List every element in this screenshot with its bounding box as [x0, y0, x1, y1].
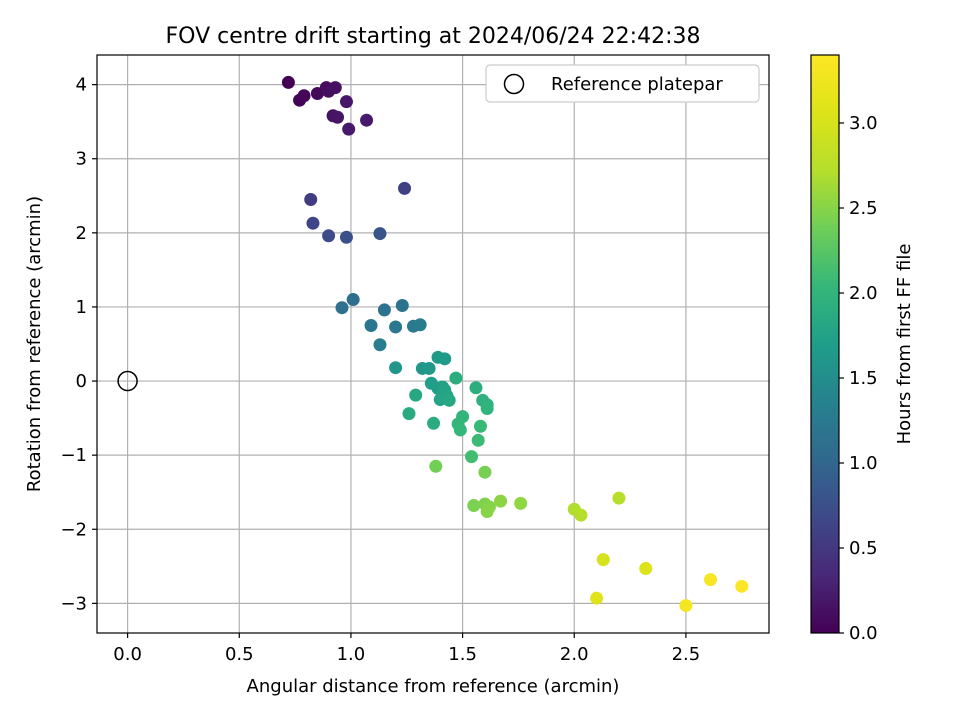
data-point: [346, 293, 360, 307]
colorbar-tick-label: 0.5: [849, 538, 878, 559]
data-point: [364, 318, 378, 332]
data-point: [322, 229, 336, 243]
x-tick-label: 1.5: [448, 644, 477, 665]
data-point: [478, 465, 492, 479]
x-tick-label: 0.0: [113, 644, 142, 665]
data-points: [281, 75, 749, 613]
data-point: [339, 230, 353, 244]
x-tick-label: 0.5: [225, 644, 254, 665]
data-point: [389, 320, 403, 334]
y-tick-label: 2: [76, 223, 87, 244]
data-point: [409, 388, 423, 402]
data-point: [389, 361, 403, 375]
data-point: [735, 579, 749, 593]
y-tick-label: 3: [76, 149, 87, 170]
colorbar: 0.0 0.5 1.0 1.5 2.0 2.5 3.0 Hours from first F…: [810, 54, 915, 644]
data-point: [306, 216, 320, 230]
data-point: [427, 416, 441, 430]
data-point: [297, 89, 311, 103]
data-point: [422, 361, 436, 375]
data-point: [413, 318, 427, 332]
data-point: [574, 508, 588, 522]
data-point: [703, 573, 717, 587]
colorbar-tick-label: 0.0: [849, 623, 878, 644]
data-point: [453, 423, 467, 437]
data-point: [360, 113, 374, 127]
data-point: [480, 504, 494, 518]
data-point: [449, 371, 463, 385]
legend: Reference platepar: [485, 64, 760, 103]
y-axis-label: Rotation from reference (arcmin): [24, 196, 45, 492]
colorbar-tick-label: 1.5: [849, 368, 878, 389]
data-point: [373, 227, 387, 241]
data-point: [465, 450, 479, 464]
data-point: [304, 193, 318, 206]
data-point: [331, 110, 345, 124]
data-point: [339, 95, 353, 109]
data-point: [469, 381, 483, 395]
x-axis-ticks: 0.0 0.5 1.0 1.5 2.0 2.5: [113, 633, 700, 665]
x-axis-label: Angular distance from reference (arcmin): [247, 676, 620, 697]
reference-platepar-marker: [117, 370, 138, 392]
x-tick-label: 2.0: [560, 644, 589, 665]
colorbar-tick-label: 2.0: [849, 283, 878, 304]
y-tick-label: 0: [76, 371, 87, 392]
data-point: [377, 303, 391, 317]
legend-box: [485, 64, 760, 103]
legend-entry: Reference platepar: [551, 74, 723, 95]
data-point: [442, 393, 456, 407]
data-point: [429, 459, 443, 473]
data-point: [342, 122, 356, 136]
data-point: [328, 81, 342, 95]
data-point: [514, 496, 528, 510]
data-point: [480, 401, 494, 415]
y-tick-label: −2: [60, 519, 87, 540]
data-point: [281, 75, 295, 89]
data-point: [471, 433, 485, 447]
grid-lines: [97, 55, 769, 633]
y-tick-label: −1: [60, 445, 87, 466]
data-point: [639, 562, 653, 576]
legend-marker: [503, 73, 525, 95]
data-point: [395, 298, 409, 312]
colorbar-tick-label: 2.5: [849, 198, 878, 219]
colorbar-ticks: 0.0 0.5 1.0 1.5 2.0 2.5 3.0: [839, 113, 878, 644]
x-tick-label: 2.5: [672, 644, 701, 665]
data-point: [612, 491, 626, 505]
y-axis-ticks: −3 −2 −1 0 1 2 3 4: [60, 75, 97, 614]
data-point: [438, 352, 452, 366]
colorbar-gradient: [810, 54, 840, 634]
y-tick-label: −3: [60, 593, 87, 614]
colorbar-tick-label: 1.0: [849, 453, 878, 474]
plot-frame: [96, 54, 770, 634]
data-point: [373, 338, 387, 352]
data-point: [679, 599, 693, 613]
colorbar-label: Hours from first FF file: [894, 244, 915, 445]
x-tick-label: 1.0: [337, 644, 366, 665]
data-point: [402, 407, 416, 421]
data-point: [398, 181, 412, 195]
chart-title: FOV centre drift starting at 2024/06/24 …: [166, 24, 701, 49]
y-tick-label: 4: [76, 75, 87, 96]
data-point: [335, 301, 349, 315]
y-tick-label: 1: [76, 297, 87, 318]
data-point: [494, 494, 508, 508]
colorbar-tick-label: 3.0: [849, 113, 878, 134]
data-point: [590, 591, 604, 605]
data-point: [473, 419, 487, 433]
data-point: [596, 553, 610, 567]
data-point: [467, 499, 481, 513]
